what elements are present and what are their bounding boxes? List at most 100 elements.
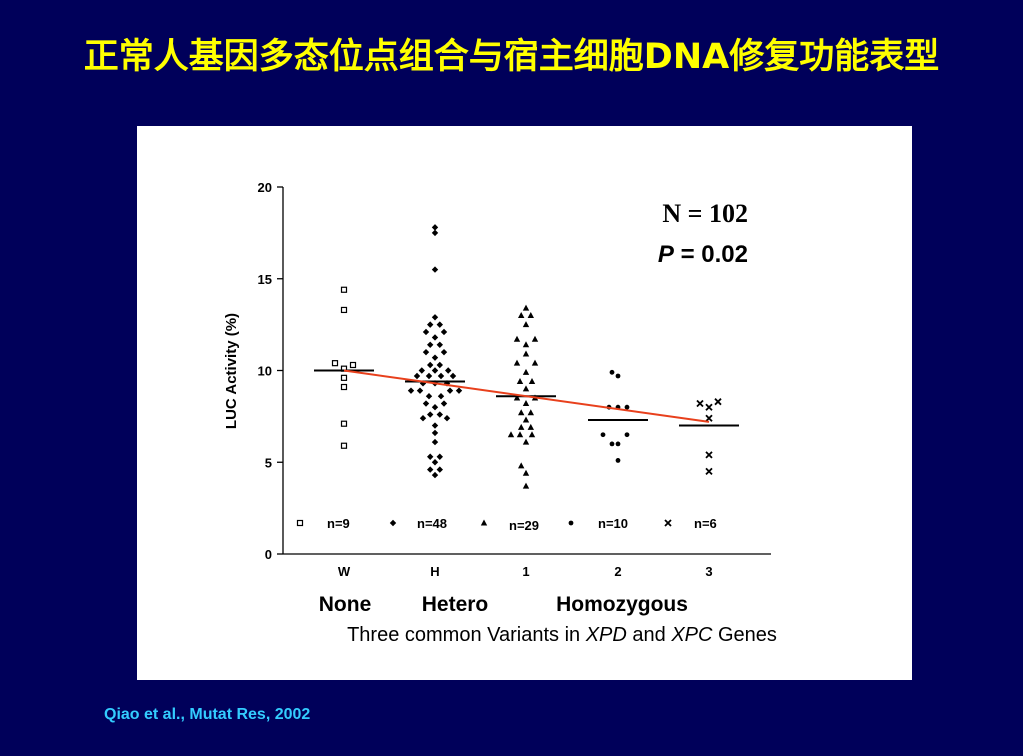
data-point-square — [340, 383, 348, 391]
data-point-diamond — [416, 387, 424, 394]
data-point-diamond — [436, 361, 443, 369]
data-point-triangle — [522, 438, 530, 445]
data-point-cross — [664, 519, 672, 527]
y-tick-label: 5 — [265, 455, 272, 470]
data-point-triangle — [518, 462, 525, 469]
data-point-triangle — [516, 431, 524, 438]
data-point-triangle — [522, 482, 530, 489]
x-caption-mid: and — [627, 624, 671, 646]
data-point-triangle — [531, 359, 539, 366]
data-point-triangle — [518, 311, 525, 318]
citation: Qiao et al., Mutat Res, 2002 — [104, 706, 311, 723]
data-point-triangle — [522, 400, 530, 407]
group-label-hetero: Hetero — [422, 593, 489, 616]
count-label: n=29 — [509, 518, 539, 533]
slide-title: 正常人基因多态位点组合与宿主细胞DNA修复功能表型 — [83, 37, 940, 77]
data-point-triangle — [522, 416, 530, 423]
data-point-diamond — [389, 519, 397, 527]
data-point-cross — [696, 399, 704, 408]
data-point-triangle — [522, 341, 530, 348]
data-point-square — [340, 306, 348, 314]
data-point-triangle — [507, 431, 515, 438]
data-point-diamond — [437, 372, 445, 380]
data-point-square — [331, 360, 339, 367]
x-ticks: W H 1 2 3 — [338, 564, 713, 579]
data-point-diamond — [427, 466, 434, 473]
data-point-diamond — [422, 348, 430, 356]
x-caption-prefix: Three common Variants in — [347, 624, 586, 646]
data-point-triangle — [518, 423, 525, 430]
y-tick-label: 15 — [258, 272, 272, 287]
data-point-cross — [705, 414, 713, 422]
data-point-diamond — [431, 429, 439, 437]
data-point-diamond — [407, 387, 415, 394]
data-point-circle — [609, 441, 615, 447]
data-point-triangle — [522, 469, 530, 476]
data-point-diamond — [436, 341, 443, 349]
data-point-triangle — [516, 378, 524, 385]
data-point-diamond — [436, 466, 443, 473]
data-point-diamond — [427, 361, 434, 369]
data-point-cross — [705, 403, 713, 411]
data-point-diamond — [436, 453, 443, 460]
data-point-diamond — [425, 392, 433, 400]
data-point-triangle — [527, 423, 534, 430]
scatter-chart: 0 5 10 15 20 n=9 n=48 n=29 n=10 n=6 W H 1 2 3 LUC Ac… — [223, 180, 777, 646]
data-point-diamond — [419, 415, 427, 422]
data-point-diamond — [418, 367, 425, 374]
group-label-homozygous: Homozygous — [556, 593, 688, 616]
data-point-diamond — [431, 266, 439, 273]
data-marks — [331, 224, 722, 489]
data-point-circle — [615, 373, 621, 379]
x-caption-gene2: XPC — [670, 624, 713, 646]
data-point-triangle — [522, 368, 530, 375]
data-point-diamond — [427, 453, 434, 460]
x-caption-suffix: Genes — [712, 624, 776, 646]
data-point-diamond — [431, 404, 439, 411]
data-point-circle — [568, 520, 574, 526]
data-point-circle — [615, 441, 621, 447]
data-point-diamond — [446, 387, 454, 394]
data-point-triangle — [513, 394, 521, 401]
data-point-triangle — [480, 519, 488, 526]
data-point-square — [296, 519, 304, 527]
x-tick-label: H — [430, 564, 439, 579]
stat-p: P = 0.02 — [658, 241, 748, 268]
data-point-triangle — [527, 409, 534, 416]
data-point-diamond — [445, 367, 452, 374]
data-point-diamond — [431, 367, 439, 374]
stat-p-symbol: P — [658, 241, 675, 268]
stat-n: N = 102 — [662, 199, 748, 228]
data-point-triangle — [513, 335, 521, 342]
data-point-diamond — [431, 471, 439, 479]
data-point-diamond — [436, 321, 443, 328]
data-point-diamond — [425, 372, 433, 380]
data-point-square — [340, 374, 348, 381]
data-point-square — [349, 361, 357, 369]
x-axis-caption: Three common Variants in XPD and XPC Gen… — [347, 624, 777, 646]
data-point-cross — [705, 451, 713, 459]
data-point-diamond — [449, 372, 457, 380]
data-point-triangle — [531, 335, 539, 342]
data-point-triangle — [528, 378, 536, 385]
data-point-circle — [600, 432, 606, 438]
data-point-diamond — [440, 400, 448, 407]
data-point-diamond — [431, 224, 439, 231]
data-point-diamond — [427, 321, 434, 328]
data-point-diamond — [440, 348, 448, 356]
data-point-diamond — [440, 328, 448, 336]
count-label: n=6 — [694, 516, 717, 531]
data-point-triangle — [528, 431, 536, 438]
trend-line — [343, 369, 710, 423]
data-point-circle — [624, 432, 630, 438]
data-point-cross — [714, 398, 722, 406]
data-point-diamond — [427, 411, 434, 418]
data-point-diamond — [431, 314, 439, 321]
data-point-diamond — [431, 354, 439, 361]
x-tick-label: 1 — [522, 564, 529, 579]
count-legend: n=9 n=48 n=29 n=10 n=6 — [296, 516, 717, 533]
data-point-cross — [705, 467, 713, 476]
data-point-diamond — [431, 229, 439, 237]
y-tick-label: 10 — [258, 364, 272, 379]
y-axis-label: LUC Activity (%) — [223, 313, 240, 429]
